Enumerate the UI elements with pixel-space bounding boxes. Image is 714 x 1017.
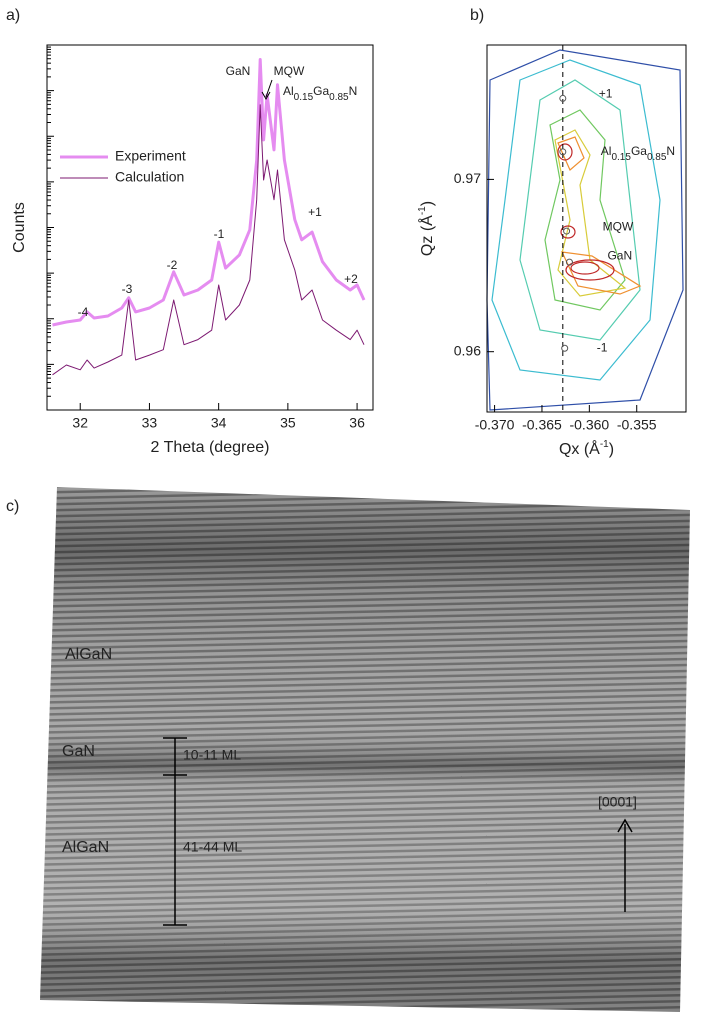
peak-label: +1 (599, 87, 613, 101)
alloy-label-part: 0.85 (329, 92, 349, 103)
legend-label: Calculation (115, 169, 184, 185)
x-tick-label: -0.355 (617, 417, 657, 433)
peak-point (559, 148, 567, 156)
y-axis-title: Qz (Å-1) (417, 201, 436, 256)
peak-point (561, 344, 569, 352)
y-axis-title-part: ) (419, 201, 436, 206)
peak-label: -2 (167, 258, 178, 272)
y-axis-title-part: -1 (417, 206, 428, 215)
contour (560, 225, 576, 239)
x-tick-label: 33 (142, 415, 158, 431)
peak-label: Al0.15Ga0.85N (601, 144, 675, 163)
contour (491, 59, 661, 381)
peak-label-part: Al (601, 144, 612, 158)
contour (557, 136, 585, 171)
tem-image: AlGaN GaN AlGaN 10-11 ML 41-44 ML [0001] (40, 487, 690, 1012)
plot-frame (486, 44, 687, 413)
x-tick-label: 32 (72, 415, 88, 431)
peak-label: -3 (122, 282, 133, 296)
thickness-label: 41-44 ML (183, 839, 242, 855)
layer-label: AlGaN (62, 839, 109, 856)
y-tick-label: 0.96 (454, 342, 481, 358)
peak-label: GaN (607, 248, 632, 262)
y-axis-title: Counts (11, 202, 28, 253)
contour (554, 129, 627, 297)
peak-point (559, 94, 567, 102)
annotation-arrow (261, 91, 271, 101)
alloy-label-part: 0.15 (294, 92, 314, 103)
x-tick-label: 36 (349, 415, 365, 431)
peak-label: +1 (308, 205, 322, 219)
x-tick-label: -0.360 (569, 417, 609, 433)
contour (560, 251, 642, 295)
peak-label: MQW (603, 219, 634, 233)
x-tick-label: -0.365 (522, 417, 562, 433)
x-axis-title-part: -1 (600, 439, 609, 450)
peak-label: +2 (344, 272, 358, 286)
contour (570, 261, 600, 275)
alloy-label: Al0.15Ga0.85N (283, 84, 357, 103)
x-axis-title-part: ) (609, 441, 614, 458)
series-line (52, 104, 365, 376)
x-tick-label: 35 (280, 415, 296, 431)
peak-label: -1 (597, 340, 608, 354)
contour (565, 259, 615, 281)
series-line (52, 58, 366, 327)
peak-label-part: N (666, 144, 675, 158)
plot-frame (46, 44, 374, 411)
x-tick-label: -0.370 (475, 417, 515, 433)
alloy-label-part: Ga (313, 84, 329, 98)
direction-label: [0001] (598, 794, 637, 810)
x-axis-title-part: Qx (Å (559, 439, 600, 458)
peak-label: -4 (78, 305, 89, 319)
contour (519, 79, 641, 341)
x-axis-title: Qx (Å-1) (559, 439, 614, 458)
contour (557, 143, 573, 161)
tem-shading (40, 487, 690, 1012)
peak-label: MQW (274, 64, 305, 78)
direction-arrow (617, 818, 633, 833)
peak-label-part: 0.85 (647, 152, 667, 163)
peak-label: -1 (214, 227, 225, 241)
y-axis-title-part: Qz (Å (417, 215, 436, 256)
layer-label: GaN (62, 743, 95, 760)
panel-label: c) (6, 498, 19, 515)
legend-label: Experiment (115, 148, 186, 164)
panel-label: a) (6, 7, 20, 24)
thickness-label: 10-11 ML (183, 747, 241, 763)
panel-label: b) (470, 7, 484, 24)
alloy-label-part: Al (283, 84, 294, 98)
contour (544, 109, 626, 311)
alloy-label-part: N (349, 84, 358, 98)
y-tick-label: 0.97 (454, 170, 481, 186)
layer-label: AlGaN (65, 646, 112, 663)
peak-label-part: Ga (631, 144, 647, 158)
x-axis-title: 2 Theta (degree) (151, 439, 270, 456)
peak-point (565, 258, 573, 266)
annotation-arrow (265, 79, 273, 98)
x-tick-label: 34 (211, 415, 227, 431)
contour-map (486, 49, 684, 411)
peak-label-part: 0.15 (611, 152, 631, 163)
peak-label: GaN (226, 64, 251, 78)
peak-point (563, 227, 571, 235)
